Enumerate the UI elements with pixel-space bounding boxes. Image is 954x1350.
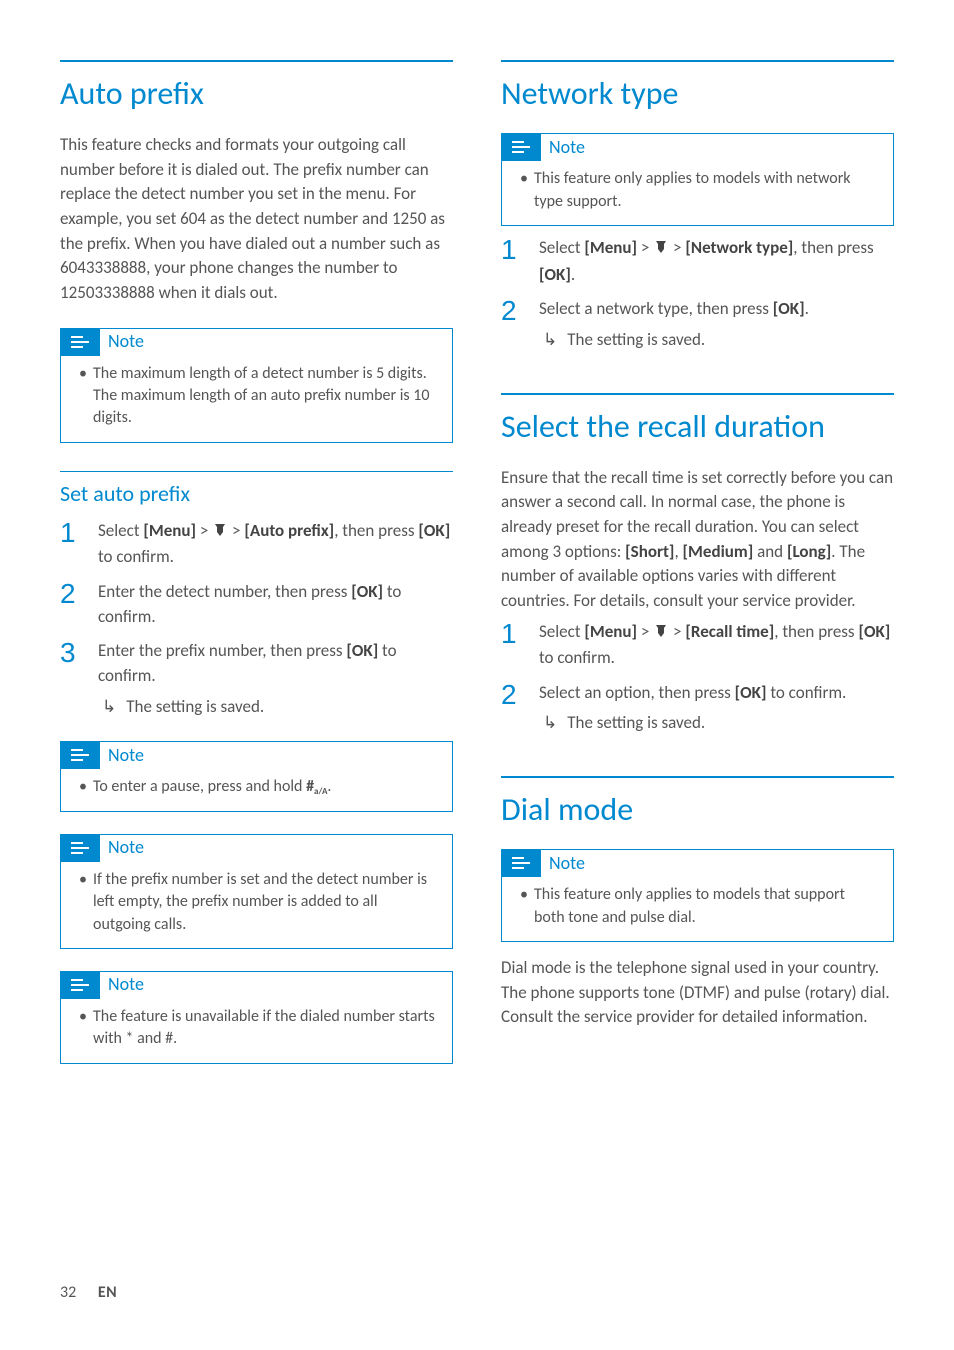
section-rule — [60, 60, 453, 62]
note-box-dm: Note This feature only applies to models… — [501, 849, 894, 942]
note-label: Note — [541, 851, 585, 876]
arrow-icon: ↳ — [543, 711, 557, 735]
right-column: Network type Note This feature only appl… — [501, 60, 894, 1074]
note-box-4: Note The feature is unavailable if the d… — [60, 971, 453, 1064]
note-icon — [60, 971, 100, 999]
step-2: Select a network type, then press [OK]. … — [501, 297, 894, 352]
page-footer: 32 EN — [60, 1283, 117, 1302]
note-icon — [60, 328, 100, 356]
settings-icon — [653, 238, 669, 263]
page-number: 32 — [60, 1283, 76, 1302]
note-box-3: Note If the prefix number is set and the… — [60, 834, 453, 949]
step-2: Enter the detect number, then press [OK]… — [60, 580, 453, 629]
heading-dial-mode: Dial mode — [501, 792, 894, 827]
note-text: This feature only applies to models with… — [520, 168, 879, 213]
step-1: Select [Menu] > > [Recall time], then pr… — [501, 620, 894, 671]
dial-mode-intro: Dial mode is the telephone signal used i… — [501, 956, 894, 1030]
settings-icon — [212, 521, 228, 546]
note-icon — [501, 849, 541, 877]
note-text: The feature is unavailable if the dialed… — [79, 1006, 438, 1051]
step-2: Select an option, then press [OK] to con… — [501, 681, 894, 736]
arrow-icon: ↳ — [102, 695, 116, 719]
result-saved: ↳ The setting is saved. — [539, 711, 894, 736]
step-1: Select [Menu] > > [Auto prefix], then pr… — [60, 519, 453, 570]
steps-recall: Select [Menu] > > [Recall time], then pr… — [501, 620, 894, 737]
note-box-2: Note To enter a pause, press and hold #a… — [60, 741, 453, 811]
step-3: Enter the prefix number, then press [OK]… — [60, 639, 453, 719]
recall-intro: Ensure that the recall time is set corre… — [501, 466, 894, 614]
note-label: Note — [100, 835, 144, 860]
heading-auto-prefix: Auto prefix — [60, 76, 453, 111]
settings-icon — [653, 622, 669, 647]
note-box-1: Note The maximum length of a detect numb… — [60, 328, 453, 443]
steps-network-type: Select [Menu] > > [Network type], then p… — [501, 236, 894, 353]
section-rule — [501, 776, 894, 778]
result-saved: ↳ The setting is saved. — [98, 695, 453, 720]
note-label: Note — [100, 972, 144, 997]
note-label: Note — [100, 743, 144, 768]
note-icon — [501, 133, 541, 161]
heading-network-type: Network type — [501, 76, 894, 111]
note-text: This feature only applies to models that… — [520, 884, 879, 929]
note-text: The maximum length of a detect number is… — [79, 363, 438, 430]
left-column: Auto prefix This feature checks and form… — [60, 60, 453, 1074]
note-box-nt: Note This feature only applies to models… — [501, 133, 894, 226]
heading-set-auto-prefix: Set auto prefix — [60, 471, 453, 507]
note-label: Note — [541, 135, 585, 160]
note-icon — [60, 741, 100, 769]
section-rule — [501, 393, 894, 395]
section-rule — [501, 60, 894, 62]
step-1: Select [Menu] > > [Network type], then p… — [501, 236, 894, 287]
auto-prefix-intro: This feature checks and formats your out… — [60, 133, 453, 305]
note-label: Note — [100, 329, 144, 354]
hash-key-icon: #a/A — [306, 776, 327, 798]
note-icon — [60, 834, 100, 862]
heading-recall-duration: Select the recall duration — [501, 409, 894, 444]
arrow-icon: ↳ — [543, 328, 557, 352]
page-lang: EN — [98, 1283, 117, 1302]
result-saved: ↳ The setting is saved. — [539, 328, 894, 353]
note-text: If the prefix number is set and the dete… — [79, 869, 438, 936]
note-text: To enter a pause, press and hold #a/A. — [79, 776, 438, 798]
steps-auto-prefix: Select [Menu] > > [Auto prefix], then pr… — [60, 519, 453, 719]
